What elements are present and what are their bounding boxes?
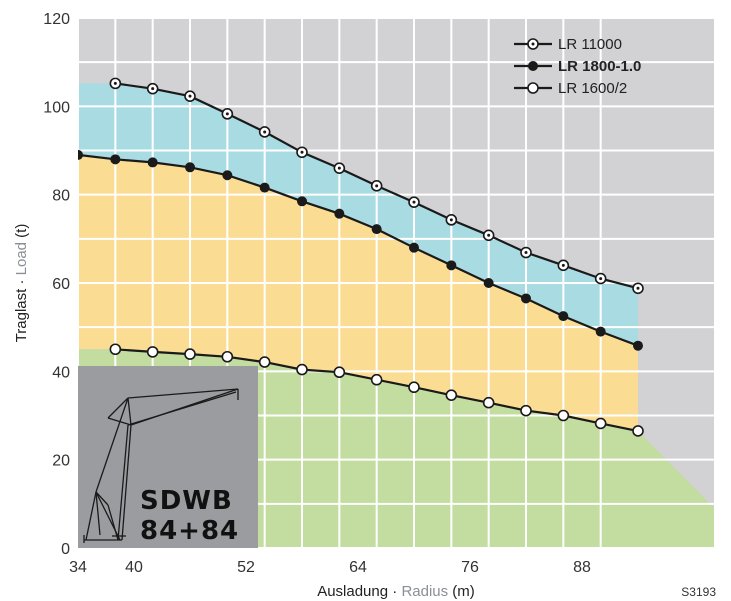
legend-item: LR 1800-1.0	[514, 58, 641, 75]
y-tick-label: 120	[43, 11, 70, 28]
data-point	[184, 348, 196, 360]
axis-ticks: 34 40 52 64 76 88 0 20 40 60 80 100 120	[43, 11, 591, 576]
x-tick-label: 64	[349, 559, 367, 576]
x-tick-label: 34	[69, 559, 87, 576]
data-point	[259, 182, 270, 193]
series-1	[109, 77, 644, 295]
data-point	[297, 196, 307, 207]
data-point	[258, 356, 271, 368]
data-point-dot	[375, 184, 379, 188]
legend-label: LR 1800-1.0	[558, 58, 641, 75]
data-point	[185, 162, 195, 173]
x-axis-title: Ausladung · Radius (m)	[317, 583, 475, 600]
legend-marker	[528, 61, 538, 71]
x-axis-title-unit: (m)	[448, 583, 475, 600]
data-point-dot	[636, 286, 640, 290]
crane-inset: SDWB 84+84	[78, 366, 258, 548]
y-axis-title-main: Traglast	[13, 288, 30, 342]
data-point	[594, 417, 607, 430]
data-point-dot	[263, 130, 267, 134]
series-2	[78, 149, 643, 351]
data-point	[110, 154, 121, 165]
data-point	[334, 208, 345, 219]
data-point	[409, 242, 419, 253]
y-tick-label: 60	[52, 276, 70, 293]
fill-blue	[78, 83, 638, 346]
data-point	[632, 425, 644, 437]
inset-badge-line1: SDWB	[140, 486, 233, 516]
data-point	[333, 366, 346, 379]
data-point	[446, 260, 457, 271]
y-tick-label: 40	[52, 364, 70, 381]
legend-marker-dot	[531, 42, 535, 46]
data-point	[371, 224, 382, 235]
y-axis-title-unit: (t)	[13, 224, 30, 242]
data-point-dot	[599, 277, 603, 281]
x-tick-label: 76	[461, 559, 479, 576]
data-point-dot	[113, 81, 117, 85]
data-point-dot	[524, 251, 528, 255]
data-point	[482, 396, 495, 409]
data-point-dot	[412, 200, 416, 204]
y-tick-label: 20	[52, 453, 70, 470]
data-point	[109, 343, 122, 356]
data-point	[78, 149, 83, 160]
data-point	[221, 350, 234, 363]
data-point	[222, 170, 233, 181]
data-point	[633, 340, 643, 351]
figure-code: S3193	[681, 585, 716, 599]
grid	[78, 18, 714, 548]
data-point	[595, 326, 606, 337]
data-point	[408, 381, 420, 394]
x-tick-label: 40	[125, 559, 143, 576]
data-point	[558, 311, 569, 322]
x-axis-title-main: Ausladung	[317, 583, 388, 600]
data-point	[521, 293, 531, 304]
data-point	[370, 373, 383, 386]
data-point-dot	[188, 94, 192, 98]
x-tick-label: 52	[237, 559, 255, 576]
y-axis-title-sep: ·	[13, 275, 30, 288]
data-point	[296, 363, 308, 376]
x-axis-title-alt: Radius	[401, 583, 448, 600]
fill-yellow	[78, 154, 638, 431]
legend-item: LR 11000	[514, 36, 622, 53]
y-tick-label: 0	[61, 541, 70, 558]
data-point	[557, 409, 570, 422]
x-tick-label: 88	[573, 559, 591, 576]
inset-badge-line2: 84+84	[140, 516, 239, 546]
data-point-dot	[449, 218, 453, 222]
legend: LR 11000 LR 1800-1.0 LR 1600/2	[514, 36, 641, 97]
series-3	[109, 343, 644, 437]
y-axis-title-alt: Load	[13, 242, 30, 275]
x-axis-title-sep: ·	[388, 583, 401, 600]
data-point-dot	[487, 233, 491, 237]
y-axis-title: Traglast · Load (t)	[13, 224, 30, 343]
series-layer	[78, 77, 644, 437]
data-point	[483, 278, 494, 288]
data-point-dot	[300, 150, 304, 154]
legend-label: LR 1600/2	[558, 80, 627, 97]
crane-drawing	[83, 388, 239, 543]
data-point	[147, 157, 158, 168]
legend-item: LR 1600/2	[514, 80, 627, 97]
data-point	[445, 389, 458, 401]
legend-marker	[527, 82, 539, 94]
series-line	[78, 153, 639, 347]
data-point	[146, 346, 159, 358]
data-point-dot	[151, 87, 155, 91]
data-point-dot	[561, 263, 565, 267]
data-point-dot	[225, 112, 229, 116]
y-tick-label: 80	[52, 188, 70, 205]
data-point	[520, 404, 532, 417]
data-point-dot	[337, 166, 341, 170]
y-tick-label: 100	[43, 99, 70, 116]
legend-label: LR 11000	[558, 36, 622, 53]
